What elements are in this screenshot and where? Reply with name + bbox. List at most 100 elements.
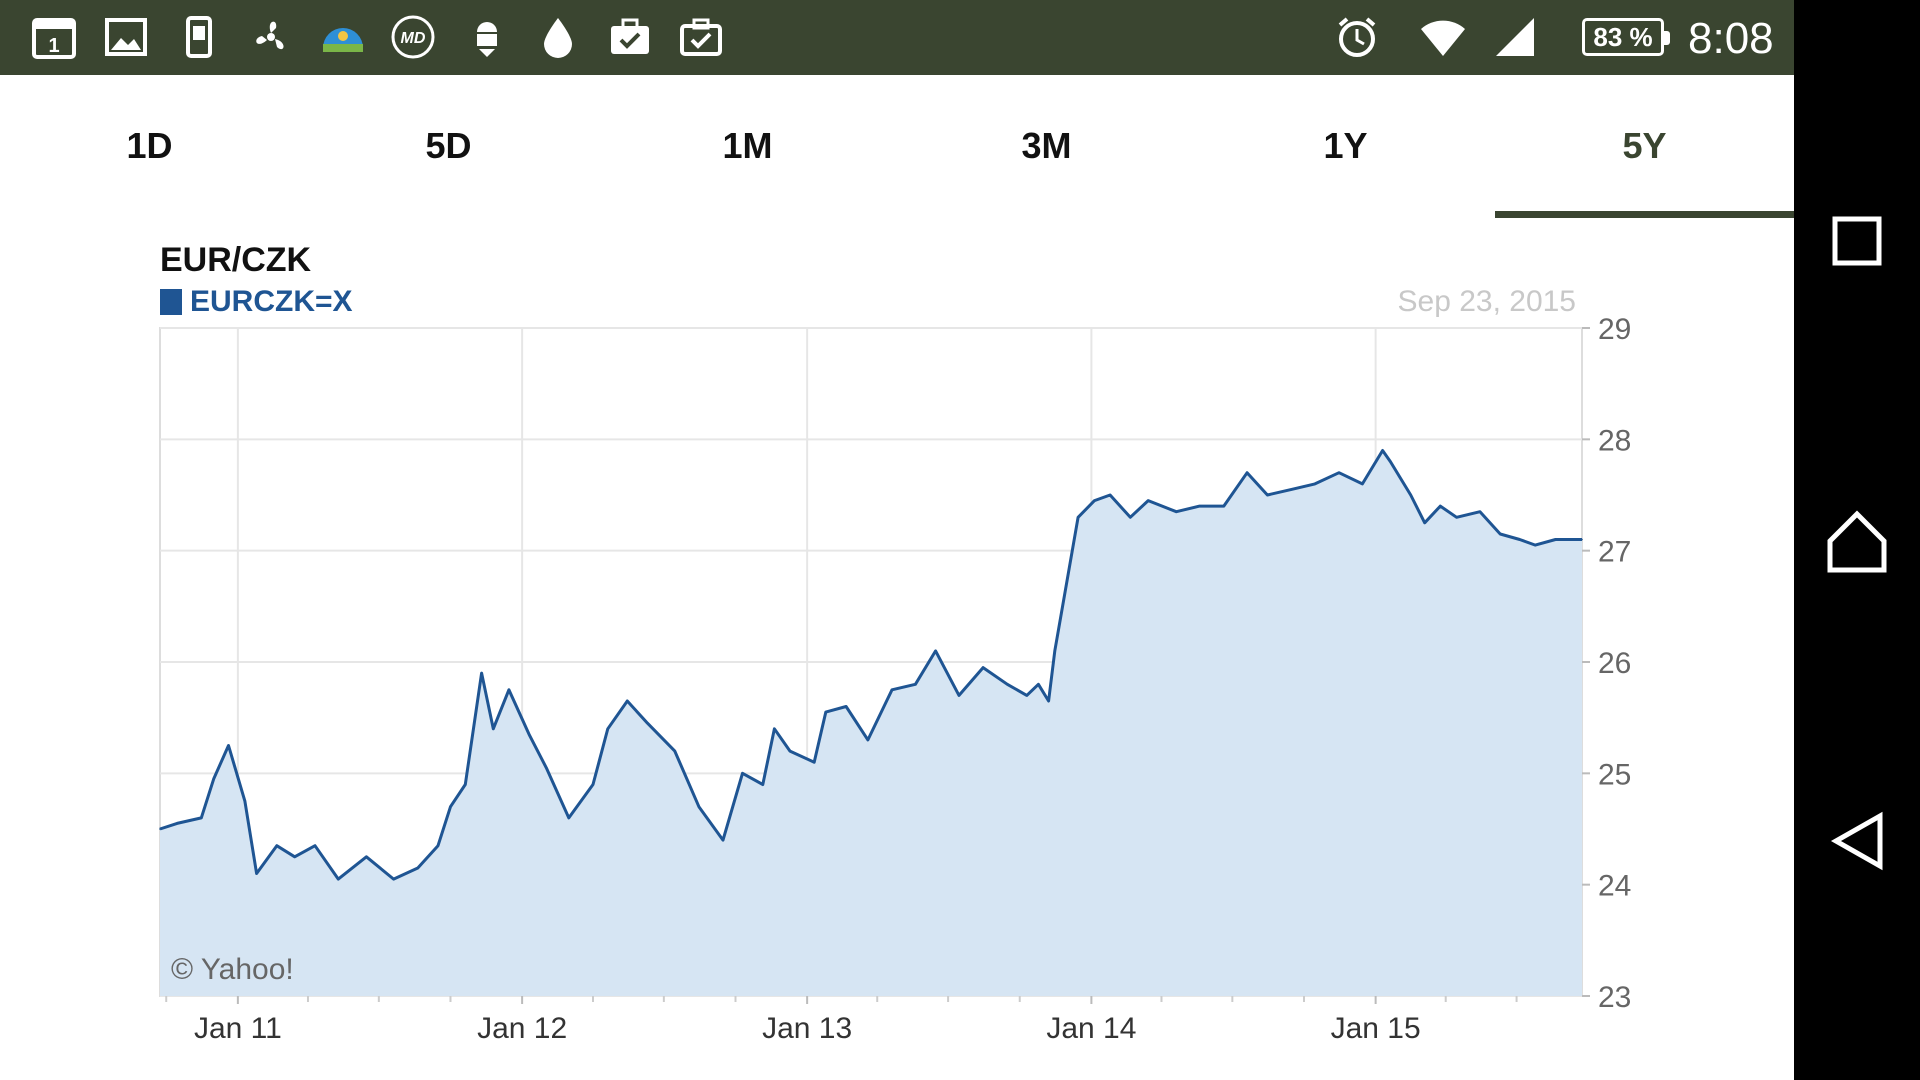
series-point	[492, 728, 495, 730]
chart-credit: © Yahoo!	[171, 953, 294, 986]
series-point	[212, 778, 215, 780]
x-tick-label: Jan 12	[477, 1012, 567, 1045]
series-area	[160, 450, 1582, 996]
series-point	[528, 733, 530, 736]
series-point	[276, 844, 278, 847]
x-tick-label: Jan 14	[1046, 1012, 1136, 1045]
series-line	[159, 449, 1582, 881]
tab-label: 5Y	[1622, 124, 1667, 166]
back-button[interactable]	[1812, 796, 1902, 886]
series-point	[545, 767, 548, 769]
tab-5d[interactable]: 5D	[299, 75, 598, 220]
tab-1d[interactable]: 1D	[0, 75, 299, 220]
series-point	[1175, 510, 1178, 513]
x-tick-label: Jan 15	[1331, 1012, 1421, 1045]
chart-legend: EURCZK=X	[160, 285, 353, 319]
series-point	[845, 705, 847, 708]
sim-card-icon	[174, 12, 224, 62]
series-point	[1314, 483, 1316, 485]
series-point	[1093, 499, 1096, 502]
tab-label: 3M	[1021, 124, 1072, 166]
clipboard-check-icon	[676, 12, 726, 62]
battery-level: 83 %	[1593, 21, 1653, 52]
y-tick-label: 25	[1598, 758, 1631, 791]
gallery-icon	[101, 12, 151, 62]
tab-3m[interactable]: 3M	[897, 75, 1196, 220]
briefcase-check-icon	[605, 12, 655, 62]
series-point	[1266, 494, 1269, 496]
series-point	[1223, 505, 1225, 507]
series-point	[1109, 494, 1111, 496]
weather-icon	[318, 12, 368, 62]
series-point	[1479, 510, 1481, 513]
series-point	[227, 744, 230, 747]
series-point	[568, 817, 570, 819]
series-point	[891, 689, 893, 691]
series-point	[1290, 488, 1293, 491]
series-point	[1026, 694, 1028, 697]
series-point	[1534, 544, 1537, 546]
series-point	[958, 694, 960, 697]
series-point	[480, 672, 483, 674]
series-point	[1581, 538, 1583, 541]
series-point	[982, 666, 984, 669]
series-point	[1518, 538, 1521, 541]
series-point	[722, 839, 724, 841]
series-point	[1006, 683, 1009, 686]
price-chart[interactable]: 23 24 25 26 27 28 29 Jan 11 Jan 12 Jan 13 Jan 14 Ja…	[0, 0, 1794, 1080]
fan-icon	[246, 12, 296, 62]
recents-button[interactable]	[1812, 196, 1902, 286]
tab-label: 1D	[126, 124, 173, 166]
series-point	[1381, 449, 1384, 452]
series-point	[607, 728, 609, 730]
series-point	[464, 783, 467, 786]
series-point	[417, 867, 419, 869]
md-app-icon: MD	[388, 12, 438, 62]
series-point	[293, 856, 296, 858]
tab-1y[interactable]: 1Y	[1196, 75, 1495, 220]
series-point	[314, 844, 316, 847]
series-point	[1499, 533, 1501, 535]
series-point	[914, 683, 917, 686]
back-icon	[1830, 811, 1883, 871]
tab-1m[interactable]: 1M	[598, 75, 897, 220]
series-point	[255, 872, 258, 875]
series-point	[1409, 494, 1412, 496]
tab-label: 1M	[722, 124, 773, 166]
range-tabs: 1D 5D 1M 3M 1Y 5Y	[0, 75, 1794, 220]
x-tick-label: Jan 11	[194, 1012, 282, 1045]
series-point	[646, 722, 649, 724]
series-point	[437, 844, 439, 847]
series-point	[159, 828, 161, 830]
series-point	[365, 856, 368, 858]
series-point	[449, 805, 452, 808]
series-point	[867, 739, 869, 741]
series-point	[1455, 516, 1458, 519]
battery-indicator: 83 %	[1582, 18, 1670, 56]
tab-label: 1Y	[1323, 124, 1368, 166]
series-point	[592, 783, 594, 786]
water-drop-icon	[533, 12, 583, 62]
home-icon	[1827, 510, 1887, 573]
home-button[interactable]	[1812, 496, 1902, 586]
series-point	[626, 700, 629, 702]
tab-5y[interactable]: 5Y	[1495, 75, 1794, 220]
series-point	[1077, 516, 1079, 519]
series-point	[200, 817, 203, 819]
series-point	[698, 805, 700, 808]
chart-date: Sep 23, 2015	[1397, 285, 1577, 318]
series-point	[825, 711, 827, 713]
series-point	[244, 800, 246, 802]
y-tick-label: 29	[1598, 313, 1631, 346]
android-download-icon	[462, 12, 512, 62]
series-point	[1129, 516, 1132, 519]
y-tick-label: 27	[1598, 536, 1631, 569]
clock: 8:08	[1688, 14, 1774, 63]
series-point	[392, 878, 395, 880]
series-point	[508, 689, 510, 691]
series-point	[176, 822, 178, 825]
legend-label: EURCZK=X	[190, 285, 353, 318]
y-tick-label: 24	[1598, 870, 1631, 903]
x-tick-label: Jan 13	[762, 1012, 852, 1045]
svg-text:MD: MD	[401, 30, 426, 47]
